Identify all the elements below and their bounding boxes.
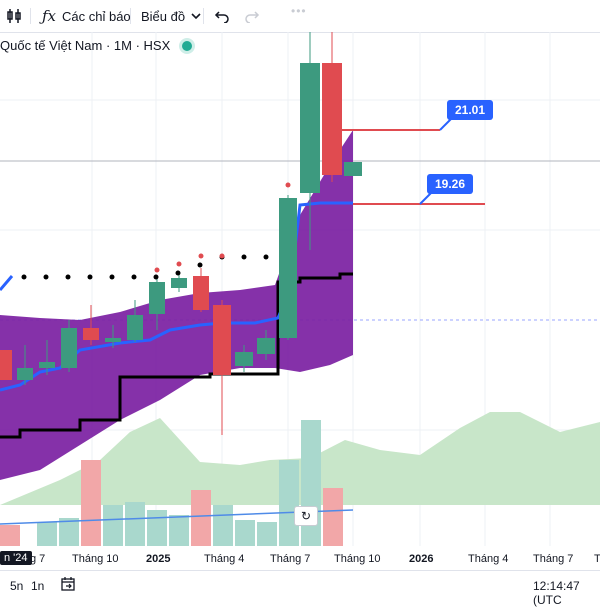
toolbar-divider — [30, 8, 31, 24]
time-axis-label: Tháng 10 — [334, 553, 381, 565]
symbol-title: Quốc tế Việt Nam · 1M · HSX — [0, 38, 171, 53]
time-axis-label: Tháng 7 — [533, 553, 574, 565]
volume-area — [0, 412, 600, 505]
undo-button[interactable] — [214, 0, 230, 32]
time-axis-label: Tháng 4 — [468, 553, 509, 565]
redo-button[interactable] — [244, 0, 260, 32]
ichimoku-cloud — [0, 130, 353, 480]
price-chart[interactable] — [0, 32, 600, 546]
range-5y-button[interactable]: 5n — [10, 579, 24, 593]
toolbar-divider — [130, 8, 131, 24]
time-axis-label: Tháng 7 — [270, 553, 311, 565]
candles-icon — [7, 9, 21, 23]
fx-icon: ƒx — [42, 7, 57, 25]
clock-timezone[interactable]: 12:14:47 (UTC — [533, 579, 580, 607]
goto-date-button[interactable] — [60, 576, 76, 595]
time-axis[interactable]: n '24 g 7 Tháng 10 2025 Tháng 4 Tháng 7 … — [0, 546, 600, 570]
indicators-button[interactable]: ƒx Các chỉ báo — [42, 0, 131, 32]
baseline-black — [0, 272, 353, 439]
candles — [0, 32, 362, 435]
tag-pointer-2 — [419, 191, 433, 205]
more-dots[interactable]: ••• — [291, 4, 307, 18]
time-axis-label: n '24 — [0, 551, 32, 565]
tag-pointer-1 — [439, 117, 453, 131]
symbol-legend: Quốc tế Việt Nam · 1M · HSX — [0, 38, 193, 53]
indicators-label: Các chỉ báo — [62, 8, 131, 24]
range-1y-button[interactable]: 1n — [31, 579, 45, 593]
conversion-line-blue-start — [0, 275, 14, 291]
reset-scale-button[interactable]: ↻ — [294, 506, 318, 526]
time-axis-label: Tháng 4 — [204, 553, 245, 565]
time-axis-label: 2026 — [409, 553, 434, 565]
chart-type-label: Biểu đồ — [141, 8, 186, 24]
redo-icon — [245, 11, 260, 23]
price-tag-high[interactable]: 21.01 — [447, 100, 494, 120]
top-toolbar: ƒx Các chỉ báo Biểu đồ ••• — [0, 0, 600, 33]
bar-style-button[interactable] — [6, 0, 22, 32]
time-axis-label: 2025 — [146, 553, 171, 565]
chart-type-button[interactable]: Biểu đồ — [141, 0, 201, 32]
chevron-down-icon — [191, 13, 201, 20]
bottom-toolbar: 5n 1n 12:14:47 (UTC — [0, 570, 600, 607]
toolbar-divider — [203, 8, 204, 24]
undo-icon — [214, 11, 229, 23]
refresh-icon: ↻ — [300, 509, 312, 523]
psar-dots — [21, 182, 291, 280]
market-status-dot — [182, 40, 193, 51]
calendar-goto-icon — [61, 577, 75, 591]
time-axis-label: g 7 — [30, 553, 46, 565]
time-axis-label: T — [594, 553, 600, 565]
price-tag-low[interactable]: 19.26 — [427, 174, 474, 194]
time-axis-label: Tháng 10 — [72, 553, 119, 565]
